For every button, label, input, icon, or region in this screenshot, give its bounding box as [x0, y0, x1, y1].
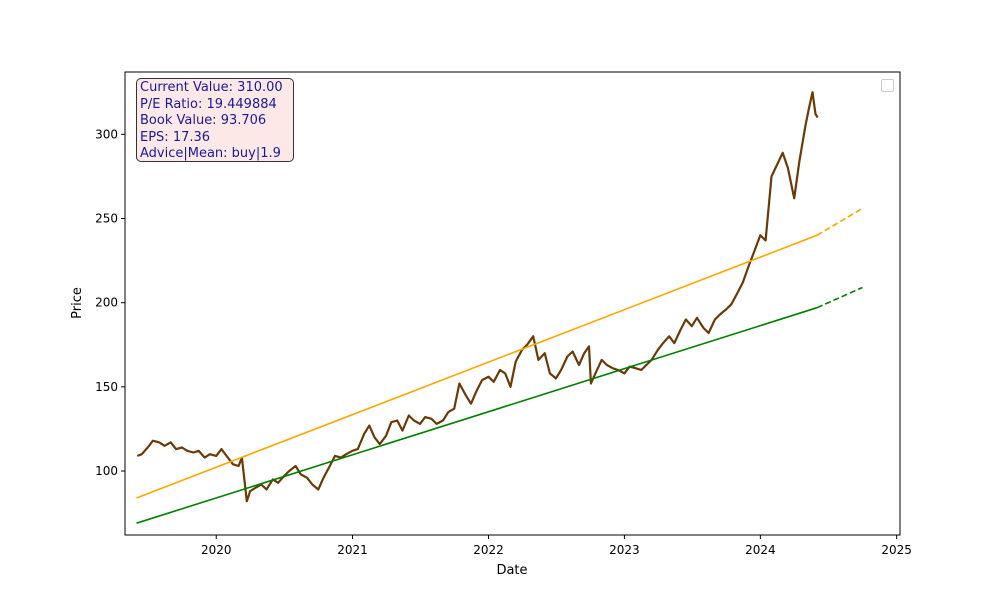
current-value-text: Current Value: 310.00 — [140, 80, 283, 95]
y-tick-label: 100 — [95, 464, 118, 478]
y-tick-label: 150 — [95, 380, 118, 394]
x-tick-label: 2022 — [473, 543, 504, 557]
empty-legend — [881, 79, 894, 92]
x-tick-label: 2020 — [201, 543, 232, 557]
pe-ratio-text: P/E Ratio: 19.449884 — [140, 96, 277, 112]
series-line-4 — [816, 286, 863, 309]
series-line-3 — [136, 306, 818, 524]
advice-mean-text: Advice|Mean: buy|1.9 — [140, 146, 281, 161]
series-line-0 — [136, 91, 819, 503]
series-layer — [136, 91, 863, 524]
x-tick-label: 2024 — [745, 543, 776, 557]
eps-text: EPS: 17.36 — [140, 129, 211, 145]
y-axis-label: Price — [70, 287, 85, 319]
stock-info-box: Current Value: 310.00 P/E Ratio: 19.4498… — [136, 78, 294, 162]
x-tick-label: 2025 — [881, 543, 912, 557]
x-axis-label: Date — [496, 563, 527, 578]
y-tick-label: 300 — [95, 127, 118, 141]
book-value-text: Book Value: 93.706 — [140, 113, 267, 128]
x-tick-label: 2021 — [337, 543, 368, 557]
series-line-2 — [816, 207, 863, 236]
axes-layer: 2020 2021 2022 2023 2024 2025 100 150 200 250 300 — [95, 127, 912, 557]
plot-frame — [124, 71, 901, 536]
series-line-1 — [136, 234, 818, 499]
x-tick-label: 2023 — [609, 543, 640, 557]
y-tick-label: 250 — [95, 211, 118, 225]
y-tick-label: 200 — [95, 296, 118, 310]
